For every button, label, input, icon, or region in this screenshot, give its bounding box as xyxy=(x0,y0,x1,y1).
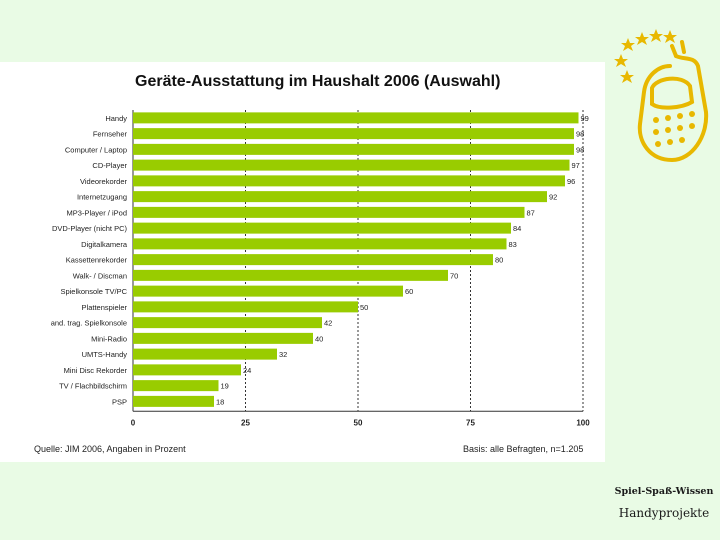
top-band xyxy=(0,0,605,62)
bar-16 xyxy=(133,364,241,376)
bar-chart: Handy 99 Fernseher 98 Computer / Laptop 98 CD-… xyxy=(51,110,590,427)
value-label: 92 xyxy=(549,193,557,202)
brand-tagline: Spiel-Spaß-Wissen xyxy=(614,486,714,497)
value-label: 70 xyxy=(450,271,458,280)
value-label: 87 xyxy=(527,208,535,217)
value-label: 60 xyxy=(405,287,413,296)
value-label: 24 xyxy=(243,366,251,375)
bar-12 xyxy=(133,301,358,313)
bars: Handy 99 Fernseher 98 Computer / Laptop 98 CD-… xyxy=(51,112,589,407)
bottom-band xyxy=(0,462,605,540)
category-label: UMTS-Handy xyxy=(82,350,128,359)
bar-18 xyxy=(133,395,214,407)
category-label: Kassettenrekorder xyxy=(66,256,128,265)
bar-15 xyxy=(133,348,277,360)
category-label: Walk- / Discman xyxy=(73,271,127,280)
bar-3 xyxy=(133,159,570,171)
category-label: MP3-Player / iPod xyxy=(67,208,127,217)
value-label: 83 xyxy=(509,240,517,249)
bar-0 xyxy=(133,112,579,124)
bar-10 xyxy=(133,269,448,281)
category-label: PSP xyxy=(112,397,127,406)
bar-7 xyxy=(133,222,511,234)
value-label: 80 xyxy=(495,256,503,265)
value-label: 96 xyxy=(567,177,575,186)
bar-4 xyxy=(133,175,565,187)
x-tick-label: 50 xyxy=(354,418,363,427)
category-label: Mini-Radio xyxy=(91,334,127,343)
value-label: 84 xyxy=(513,224,521,233)
value-label: 98 xyxy=(576,130,584,139)
bar-13 xyxy=(133,317,322,329)
value-label: 97 xyxy=(572,161,580,170)
bar-8 xyxy=(133,238,507,250)
value-label: 99 xyxy=(581,114,589,123)
category-label: CD-Player xyxy=(92,161,127,170)
basis-note: Basis: alle Befragten, n=1.205 xyxy=(463,444,584,454)
bar-9 xyxy=(133,254,493,266)
x-tick-label: 100 xyxy=(576,418,590,427)
category-label: Fernseher xyxy=(93,130,128,139)
category-label: DVD-Player (nicht PC) xyxy=(52,224,128,233)
source-note: Quelle: JIM 2006, Angaben in Prozent xyxy=(34,444,186,454)
category-label: TV / Flachbildschirm xyxy=(59,382,127,391)
value-label: 40 xyxy=(315,334,323,343)
bar-11 xyxy=(133,285,403,297)
category-label: Internetzugang xyxy=(77,193,127,202)
x-axis: 0 25 50 75 100 xyxy=(131,410,590,427)
bar-5 xyxy=(133,191,547,203)
category-label: Computer / Laptop xyxy=(65,145,127,154)
brand-title: Handyprojekte xyxy=(618,506,710,520)
bar-17 xyxy=(133,380,219,392)
chart-title: Geräte-Ausstattung im Haushalt 2006 (Aus… xyxy=(135,73,501,90)
category-label: Spielkonsole TV/PC xyxy=(60,287,127,296)
category-label: Digitalkamera xyxy=(81,240,128,249)
value-label: 50 xyxy=(360,303,368,312)
value-label: 42 xyxy=(324,319,332,328)
category-label: Plattenspieler xyxy=(82,303,128,312)
bar-6 xyxy=(133,206,525,218)
category-label: Mini Disc Rekorder xyxy=(64,366,128,375)
value-label: 32 xyxy=(279,350,287,359)
x-tick-label: 25 xyxy=(241,418,250,427)
category-label: Handy xyxy=(105,114,127,123)
value-label: 19 xyxy=(221,382,229,391)
phone-with-stars-icon xyxy=(614,29,709,163)
x-tick-label: 75 xyxy=(466,418,475,427)
value-label: 98 xyxy=(576,145,584,154)
bar-2 xyxy=(133,143,574,155)
value-label: 18 xyxy=(216,397,224,406)
category-label: and. trag. Spielkonsole xyxy=(51,319,127,328)
bar-1 xyxy=(133,128,574,140)
bar-14 xyxy=(133,332,313,344)
category-label: Videorekorder xyxy=(80,177,127,186)
x-tick-label: 0 xyxy=(131,418,136,427)
